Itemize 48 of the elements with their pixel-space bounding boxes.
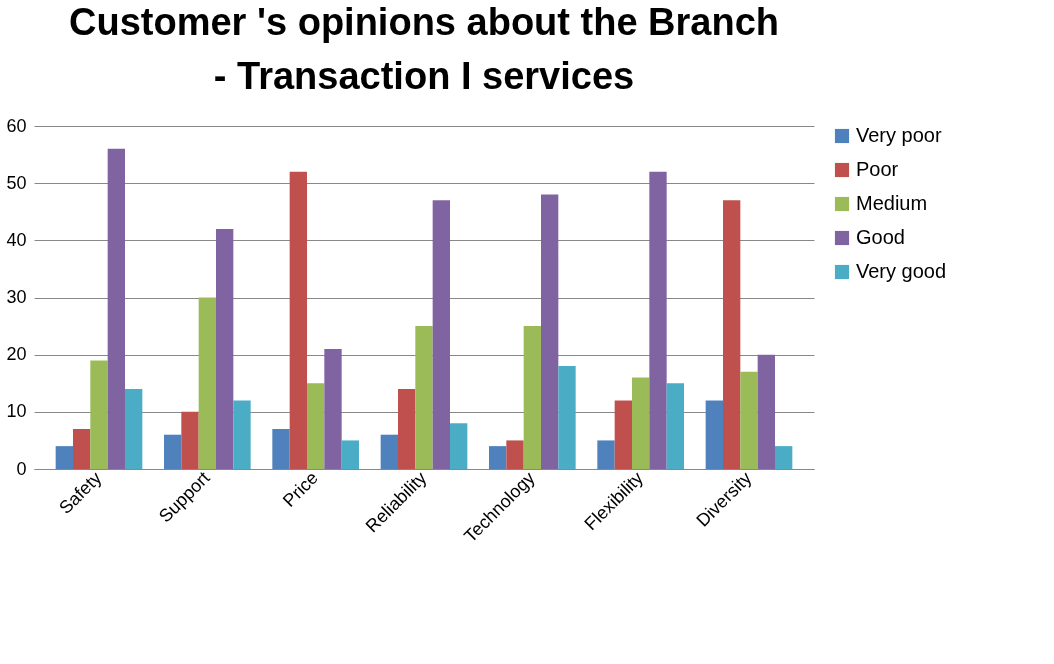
bar [198, 297, 216, 469]
bar [415, 326, 433, 469]
bar [705, 400, 723, 469]
bar [723, 200, 741, 469]
bar [380, 434, 398, 469]
bar [506, 440, 524, 469]
y-tick-label: 50 [6, 172, 27, 193]
bar [523, 326, 541, 469]
y-tick-label: 20 [6, 344, 27, 365]
bar [307, 383, 325, 469]
y-tick-label: 30 [6, 287, 27, 307]
y-tick-label: 0 [16, 458, 27, 479]
legend-label: Very good [856, 260, 947, 282]
bar [541, 194, 559, 469]
bar [666, 383, 684, 469]
bar [398, 388, 416, 469]
bar [164, 434, 182, 469]
bar [632, 377, 650, 469]
bar [324, 348, 342, 469]
bar [775, 446, 793, 469]
bar [289, 171, 307, 469]
bar [740, 371, 758, 469]
bar [216, 228, 234, 469]
bar [432, 200, 450, 469]
chart-title: Customer 's opinions about the Branch - Transaction I services [69, 1, 779, 97]
legend-label: Poor [856, 158, 899, 180]
bar [450, 423, 468, 469]
bar [125, 388, 143, 469]
bar [558, 366, 576, 469]
bar [90, 360, 108, 469]
bar [181, 411, 199, 469]
bar [341, 440, 359, 469]
legend-label: Medium [856, 192, 928, 214]
bar [597, 440, 615, 469]
bar [233, 400, 251, 469]
y-tick-label: 60 [6, 115, 27, 136]
bar [757, 354, 775, 469]
legend-label: Very poor [856, 124, 942, 146]
bar [73, 428, 91, 469]
y-tick-label: 10 [6, 401, 27, 422]
bar [489, 446, 507, 469]
y-tick-label: 40 [6, 229, 27, 250]
legend-label: Good [856, 226, 905, 248]
bar [649, 171, 667, 469]
bar [107, 148, 125, 469]
bar [272, 428, 290, 469]
bar [614, 400, 632, 469]
bar [55, 446, 73, 469]
